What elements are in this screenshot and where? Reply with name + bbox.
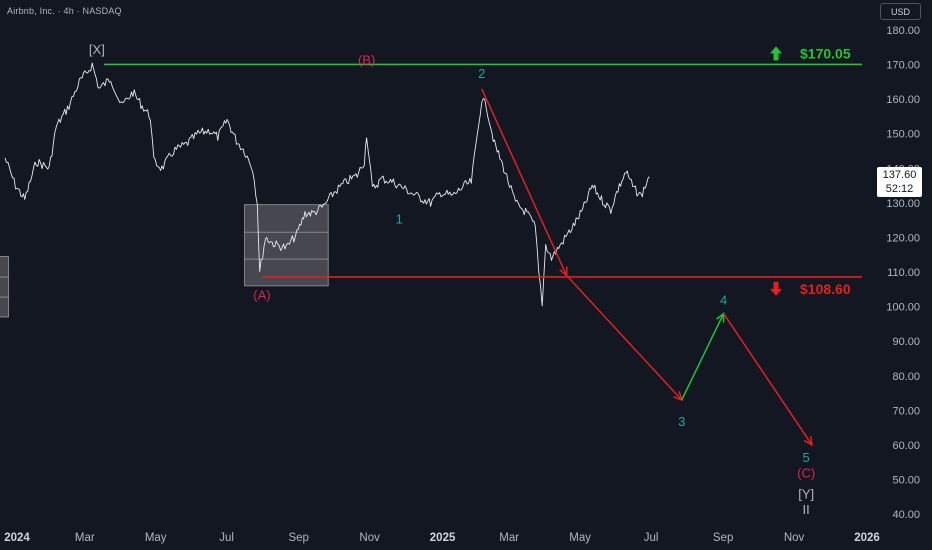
- price-series: [4, 62, 650, 307]
- x-axis: 2024 Mar May Jul Sep Nov 2025 Mar May Jul Sep Nov 20…: [4, 532, 880, 544]
- y-tick-label: 130.00: [886, 198, 920, 210]
- wave-label: (A): [253, 288, 270, 303]
- last-price: 137.60: [882, 169, 917, 181]
- wave-label: 1: [396, 211, 403, 226]
- x-tick-label: Mar: [499, 532, 519, 544]
- y-axis: 180.00170.00160.00150.00140.00130.00120.…: [886, 25, 920, 521]
- wave-label: [Y]: [798, 486, 814, 501]
- y-tick-label: 120.00: [886, 232, 920, 244]
- y-tick-label: 180.00: [886, 25, 920, 37]
- x-tick-label: Nov: [784, 532, 805, 544]
- wave-label: 3: [678, 414, 685, 429]
- y-tick-label: 110.00: [887, 267, 920, 279]
- y-tick-label: 40.00: [892, 509, 920, 521]
- wave-label: [X]: [89, 42, 105, 57]
- wave-label: (C): [797, 466, 815, 481]
- projection-segment: [566, 275, 683, 401]
- wave-label: (B): [358, 52, 375, 67]
- currency-button[interactable]: USD: [880, 3, 921, 20]
- y-tick-label: 100.00: [886, 302, 920, 314]
- wave-label: 2: [478, 66, 485, 81]
- wave-projection: [481, 88, 813, 447]
- zone-box: [0, 255, 9, 318]
- x-tick-label: 2025: [430, 532, 456, 544]
- projection-segment: [481, 88, 568, 276]
- y-tick-label: 150.00: [886, 129, 920, 141]
- x-tick-label: Nov: [359, 532, 380, 544]
- x-tick-label: May: [569, 532, 591, 544]
- price-line: [4, 62, 650, 307]
- projection-segment: [722, 313, 813, 446]
- x-tick-label: Mar: [75, 532, 95, 544]
- y-tick-label: 170.00: [886, 60, 920, 72]
- y-tick-label: 50.00: [892, 475, 920, 487]
- projection-segment: [681, 313, 725, 401]
- wave-labels: [X] (B) 2 1 (A) 4 3 5(C) [Y]II: [89, 42, 815, 517]
- wave-label: 5: [803, 450, 810, 465]
- level-label: $108.60: [800, 281, 851, 297]
- x-tick-label: Jul: [644, 532, 659, 544]
- x-tick-label: Jul: [219, 532, 234, 544]
- projection-arrowhead: [673, 391, 683, 402]
- projection-arrowhead: [803, 435, 813, 447]
- wave-label: II: [803, 502, 810, 517]
- y-tick-label: 90.00: [892, 336, 920, 348]
- x-tick-label: May: [145, 532, 167, 544]
- price-levels: $170.05 $108.60: [104, 45, 862, 297]
- x-tick-label: Sep: [713, 532, 733, 544]
- arrow-down-icon: [770, 281, 782, 296]
- y-tick-label: 160.00: [886, 94, 920, 106]
- wave-label: 4: [720, 293, 727, 308]
- level-label: $170.05: [800, 45, 851, 61]
- last-price-badge: 137.60 52:12: [877, 167, 922, 197]
- x-tick-label: 2024: [4, 532, 30, 544]
- y-tick-label: 70.00: [892, 405, 920, 417]
- y-tick-label: 80.00: [892, 371, 920, 383]
- symbol-header: Airbnb, Inc. · 4h · NASDAQ: [7, 6, 122, 16]
- y-tick-label: 60.00: [892, 440, 920, 452]
- x-tick-label: Sep: [288, 532, 308, 544]
- arrow-up-icon: [770, 46, 782, 61]
- bar-countdown: 52:12: [885, 183, 914, 195]
- x-tick-label: 2026: [854, 532, 880, 544]
